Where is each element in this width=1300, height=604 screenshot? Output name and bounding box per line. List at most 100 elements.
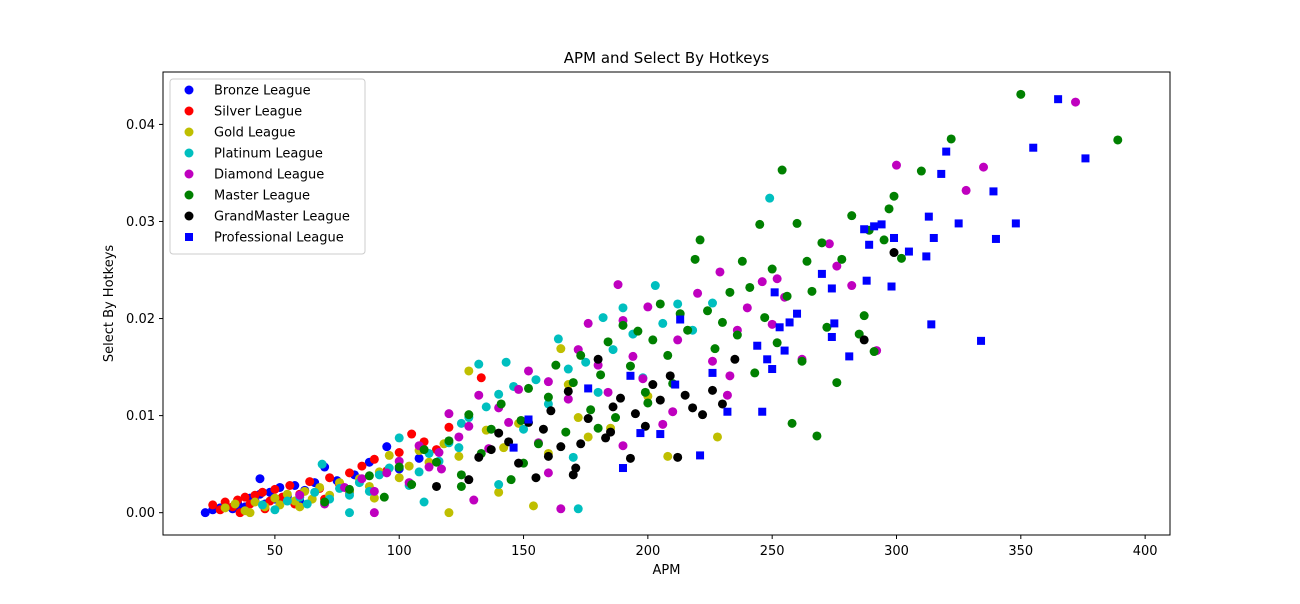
data-point [270,493,280,503]
data-point [782,291,792,301]
data-point [772,274,782,284]
data-point [230,499,240,509]
data-point [454,451,464,461]
data-point [414,467,424,477]
legend-marker-master-league [184,190,194,200]
data-point [683,325,693,335]
data-point [865,240,874,249]
data-point [640,421,650,431]
legend-marker-silver-league [184,106,194,116]
data-point [584,384,593,393]
x-tick-label: 350 [1008,544,1033,559]
data-point [648,335,658,345]
data-point [469,495,479,505]
y-axis-ticks: 0.00 0.01 0.02 0.03 0.04 [126,118,163,521]
data-point [991,234,1000,243]
data-point [325,473,335,483]
data-point [364,471,374,481]
legend-label-silver-league: Silver League [214,105,302,120]
data-point [494,487,504,497]
data-point [556,442,566,452]
data-point [543,399,553,409]
data-point [845,352,854,361]
data-point [501,357,511,367]
data-point [613,280,623,290]
data-point [494,480,504,490]
y-tick-label: 0.02 [126,312,155,327]
data-point [832,378,842,388]
data-point [295,502,305,512]
data-point [770,288,779,297]
data-point [524,366,534,376]
data-point [643,302,653,312]
data-point [598,313,608,323]
data-point [618,320,628,330]
data-point [593,387,603,397]
data-point [444,422,454,432]
data-point [220,503,230,513]
data-point [369,493,379,503]
data-point [824,239,834,249]
data-point [603,337,613,347]
data-point [1081,154,1090,163]
x-tick-label: 200 [635,544,660,559]
data-point [1071,97,1081,107]
x-tick-label: 250 [760,544,785,559]
data-point [817,269,826,278]
legend-marker-professional-league [185,233,193,241]
data-point [668,407,678,417]
data-point [394,462,404,472]
data-point [305,477,315,487]
data-point [285,480,295,490]
data-point [658,318,668,328]
data-point [707,356,717,366]
legend-marker-diamond-league [184,169,194,179]
data-point [524,415,533,424]
data-point [768,365,777,374]
legend-label-diamond-league: Diamond League [214,168,324,183]
data-point [879,235,889,245]
data-point [394,447,404,457]
plot-frame [162,71,1171,536]
data-point [927,320,936,329]
data-point [538,424,548,434]
data-point [444,436,454,446]
data-point [282,489,292,499]
data-point [860,225,869,234]
legend-marker-platinum-league [184,148,194,158]
data-point [638,374,648,384]
data-point [827,284,836,293]
data-point [717,399,727,409]
data-point [344,468,354,478]
data-point [767,319,777,329]
data-point [712,432,722,442]
data-point [454,432,464,442]
data-point [656,430,665,439]
data-point [255,474,265,484]
data-point [608,402,618,412]
data-point [486,445,496,455]
data-point [414,453,424,463]
data-point [464,421,474,431]
data-point [245,508,255,518]
data-point [432,457,442,467]
data-point [608,345,618,355]
legend-label-professional-league: Professional League [214,231,344,246]
data-point [780,346,789,355]
data-point [916,166,926,176]
data-point [847,211,857,221]
data-point [208,500,218,510]
data-point [1011,219,1020,228]
data-point [583,432,593,442]
legend-label-master-league: Master League [214,189,310,204]
data-point [690,254,700,264]
data-point [454,443,464,453]
data-point [937,169,946,178]
data-point [977,336,986,345]
data-point [603,387,613,397]
data-point [531,473,541,483]
data-point [793,309,802,318]
data-point [571,463,581,473]
data-point [859,311,869,321]
